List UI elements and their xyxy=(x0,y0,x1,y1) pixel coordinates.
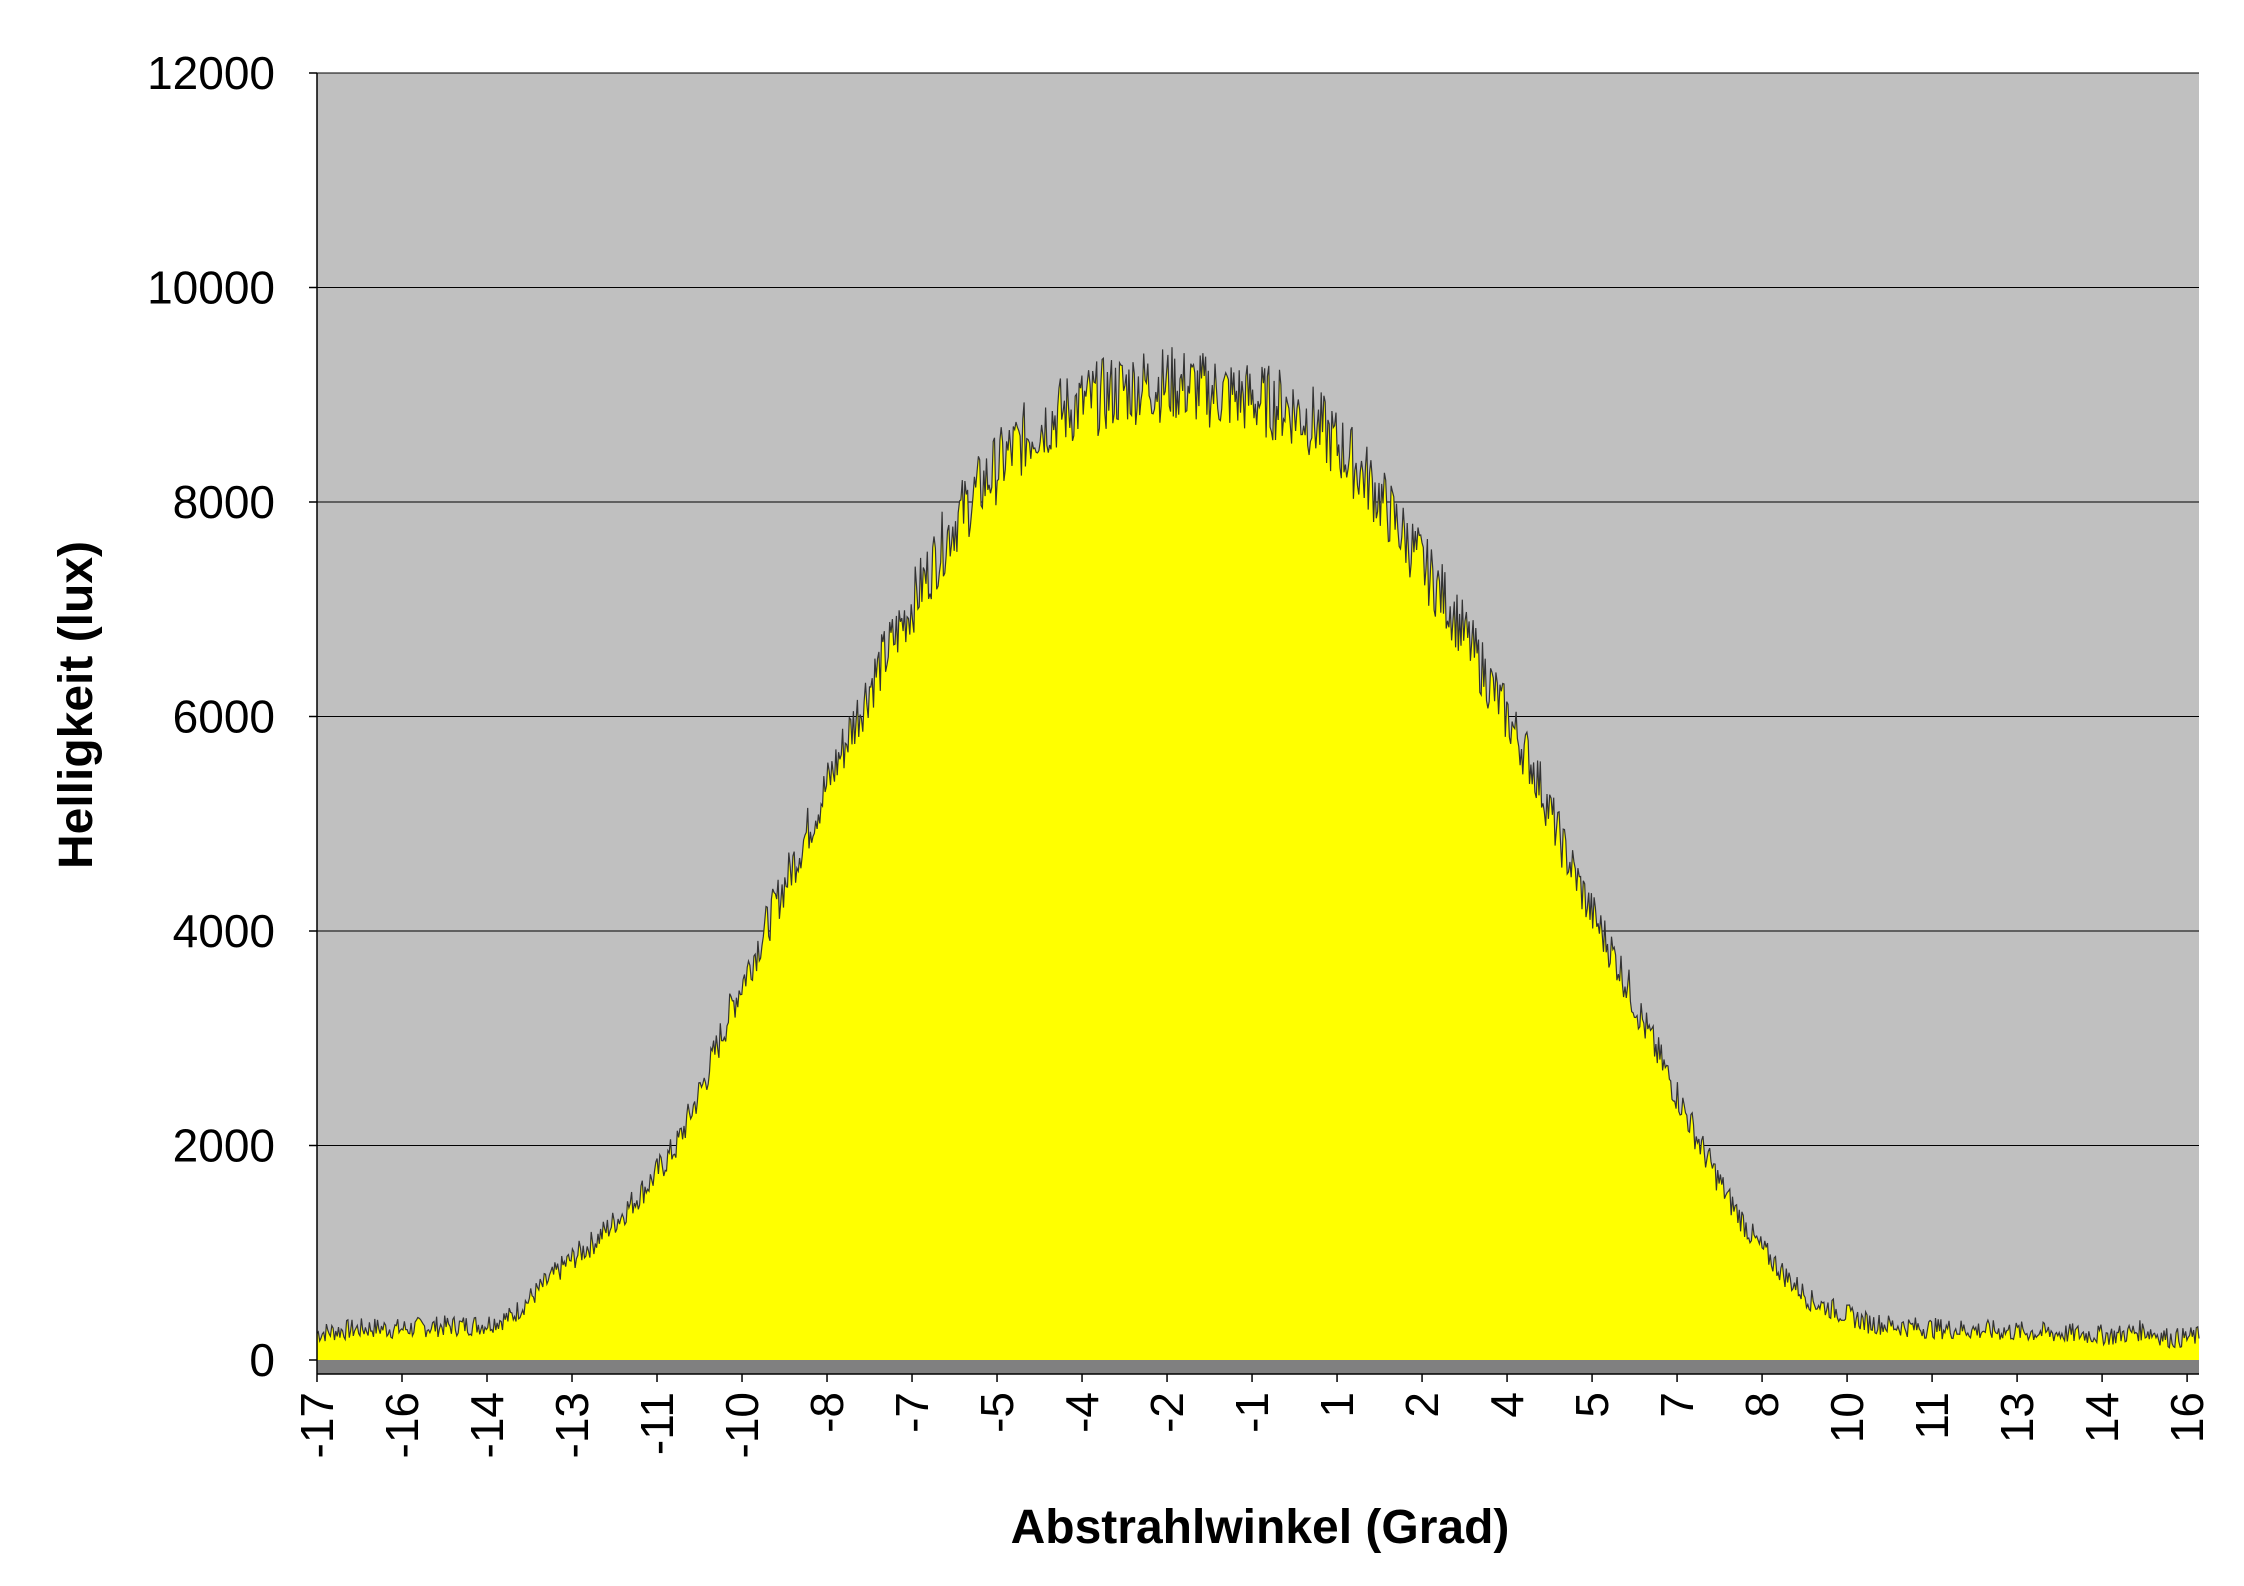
area-layer xyxy=(316,347,2200,1360)
y-tick-label: 6000 xyxy=(173,691,275,743)
y-ticks: 0 2000 4000 6000 8000 10000 12000 xyxy=(147,47,317,1386)
x-tick-label: -5 xyxy=(971,1392,1023,1433)
x-tick-label: 10 xyxy=(1821,1392,1873,1443)
x-tick-label: -10 xyxy=(716,1392,768,1458)
x-ticks: -17 -16 -14 -13 -11 -10 -8 -7 -5 -4 -2 -1 1 2 4 5 7 8 10 11… xyxy=(291,1374,2213,1458)
y-tick-label: 4000 xyxy=(173,905,275,957)
x-tick-label: 13 xyxy=(1991,1392,2043,1443)
x-tick-label: 14 xyxy=(2076,1392,2128,1443)
x-tick-label: -16 xyxy=(376,1392,428,1458)
x-tick-label: -7 xyxy=(886,1392,938,1433)
x-tick-label: 7 xyxy=(1651,1392,1703,1418)
y-axis-title: Helligkeit (lux) xyxy=(50,541,103,869)
brightness-area xyxy=(317,347,2199,1360)
chart-floor xyxy=(317,1360,2199,1374)
x-tick-label: -13 xyxy=(546,1392,598,1458)
x-tick-label: 4 xyxy=(1481,1392,1533,1418)
brightness-line xyxy=(316,347,2200,1349)
x-tick-label: -17 xyxy=(291,1392,343,1458)
x-tick-label: 5 xyxy=(1566,1392,1618,1418)
x-tick-label: -4 xyxy=(1056,1392,1108,1433)
x-tick-label: 2 xyxy=(1396,1392,1448,1418)
x-tick-label: -14 xyxy=(461,1392,513,1458)
x-tick-label: 11 xyxy=(1906,1392,1958,1440)
x-tick-label: -8 xyxy=(801,1392,853,1433)
y-tick-label: 10000 xyxy=(147,262,275,314)
x-tick-label: -11 xyxy=(631,1392,683,1455)
x-tick-label: -1 xyxy=(1226,1392,1278,1433)
x-tick-label: 16 xyxy=(2161,1392,2213,1443)
x-tick-label: 8 xyxy=(1736,1392,1788,1418)
x-axis-title: Abstrahlwinkel (Grad) xyxy=(1011,1501,1510,1554)
x-tick-label: 1 xyxy=(1311,1392,1363,1418)
y-tick-label: 0 xyxy=(249,1334,275,1386)
y-tick-label: 2000 xyxy=(173,1120,275,1172)
y-tick-label: 12000 xyxy=(147,47,275,99)
y-tick-label: 8000 xyxy=(173,476,275,528)
x-tick-label: -2 xyxy=(1141,1392,1193,1433)
